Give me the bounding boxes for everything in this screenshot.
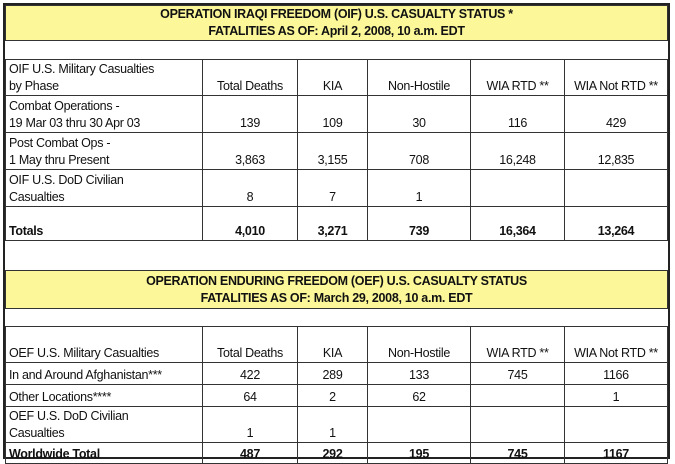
cell: 1166 — [564, 362, 668, 385]
cell: 1 — [297, 406, 368, 443]
totals-label: Worldwide Total — [5, 442, 203, 464]
cell: 1 — [564, 384, 668, 407]
cell: 116 — [470, 95, 565, 133]
table-row: OIF U.S. DoD Civilian Casualties 8 7 1 — [5, 169, 668, 207]
table-row: In and Around Afghanistan*** 422 289 133… — [5, 362, 668, 385]
header-wia-rtd: WIA RTD ** — [470, 326, 565, 363]
cell — [470, 406, 565, 443]
cell: 139 — [202, 95, 298, 133]
table-row: Combat Operations -19 Mar 03 thru 30 Apr… — [5, 95, 668, 133]
spacer — [5, 240, 668, 271]
oef-title-row: OPERATION ENDURING FREEDOM (OEF) U.S. CA… — [5, 270, 668, 309]
total-cell: 195 — [367, 442, 471, 464]
cell: 7 — [297, 169, 368, 207]
total-cell: 4,010 — [202, 206, 298, 241]
casualty-table: OPERATION IRAQI FREEDOM (OIF) U.S. CASUA… — [5, 5, 668, 464]
oif-header-row: OIF U.S. Military Casualties by Phase Tot… — [5, 59, 668, 96]
spacer — [5, 40, 668, 60]
oef-title-line1: OPERATION ENDURING FREEDOM (OEF) U.S. CA… — [146, 273, 527, 288]
cell: 64 — [202, 384, 298, 407]
row-label: Other Locations**** — [5, 384, 203, 407]
cell: 3,863 — [202, 132, 298, 170]
header-wia-rtd: WIA RTD ** — [470, 59, 565, 96]
oif-title-line1: OPERATION IRAQI FREEDOM (OIF) U.S. CASUA… — [160, 7, 513, 21]
cell: 2 — [297, 384, 368, 407]
table-row: Post Combat Ops -1 May thru Present 3,86… — [5, 132, 668, 170]
total-cell: 3,271 — [297, 206, 368, 241]
row-label: In and Around Afghanistan*** — [5, 362, 203, 385]
cell: 109 — [297, 95, 368, 133]
header-non-hostile: Non-Hostile — [367, 59, 471, 96]
cell: 16,248 — [470, 132, 565, 170]
cell — [564, 406, 668, 443]
cell: 708 — [367, 132, 471, 170]
oef-totals-row: Worldwide Total 487 292 195 745 1167 — [5, 442, 668, 464]
cell: 745 — [470, 362, 565, 385]
header-kia: KIA — [297, 59, 368, 96]
header-total-deaths: Total Deaths — [202, 326, 298, 363]
total-cell: 13,264 — [564, 206, 668, 241]
header-wia-not-rtd: WIA Not RTD ** — [564, 326, 668, 363]
cell: 3,155 — [297, 132, 368, 170]
total-cell: 16,364 — [470, 206, 565, 241]
cell: 62 — [367, 384, 471, 407]
row-label: OIF U.S. DoD Civilian Casualties — [5, 169, 203, 207]
oif-title-line2: FATALITIES AS OF: April 2, 2008, 10 a.m.… — [208, 24, 465, 38]
table-row: OEF U.S. DoD Civilian Casualties 1 1 — [5, 406, 668, 443]
cell: 422 — [202, 362, 298, 385]
cell: 12,835 — [564, 132, 668, 170]
oef-title-line2: FATALITIES AS OF: March 29, 2008, 10 a.m… — [200, 290, 473, 305]
header-non-hostile: Non-Hostile — [367, 326, 471, 363]
cell — [367, 406, 471, 443]
cell: 8 — [202, 169, 298, 207]
cell — [470, 384, 565, 407]
cell: 289 — [297, 362, 368, 385]
total-cell: 739 — [367, 206, 471, 241]
oif-totals-row: Totals 4,010 3,271 739 16,364 13,264 — [5, 206, 668, 241]
oif-header-label: OIF U.S. Military Casualties by Phase — [5, 59, 203, 96]
spacer — [5, 308, 668, 327]
oef-header-row: OEF U.S. Military Casualties Total Death… — [5, 326, 668, 363]
total-cell: 1167 — [564, 442, 668, 464]
total-cell: 487 — [202, 442, 298, 464]
cell: 1 — [367, 169, 471, 207]
header-wia-not-rtd: WIA Not RTD ** — [564, 59, 668, 96]
table-row: Other Locations**** 64 2 62 1 — [5, 384, 668, 407]
row-label: Post Combat Ops -1 May thru Present — [5, 132, 203, 170]
total-cell: 745 — [470, 442, 565, 464]
cell: 1 — [202, 406, 298, 443]
totals-label: Totals — [5, 206, 203, 241]
oef-title: OPERATION ENDURING FREEDOM (OEF) U.S. CA… — [5, 270, 668, 309]
total-cell: 292 — [297, 442, 368, 464]
oif-title: OPERATION IRAQI FREEDOM (OIF) U.S. CASUA… — [5, 5, 668, 41]
cell — [470, 169, 565, 207]
casualty-status-document: OPERATION IRAQI FREEDOM (OIF) U.S. CASUA… — [3, 3, 670, 464]
row-label: Combat Operations -19 Mar 03 thru 30 Apr… — [5, 95, 203, 133]
oef-header-label: OEF U.S. Military Casualties — [5, 326, 203, 363]
header-total-deaths: Total Deaths — [202, 59, 298, 96]
oif-title-row: OPERATION IRAQI FREEDOM (OIF) U.S. CASUA… — [5, 5, 668, 41]
cell: 30 — [367, 95, 471, 133]
cell — [564, 169, 668, 207]
cell: 133 — [367, 362, 471, 385]
cell: 429 — [564, 95, 668, 133]
row-label: OEF U.S. DoD Civilian Casualties — [5, 406, 203, 443]
header-kia: KIA — [297, 326, 368, 363]
